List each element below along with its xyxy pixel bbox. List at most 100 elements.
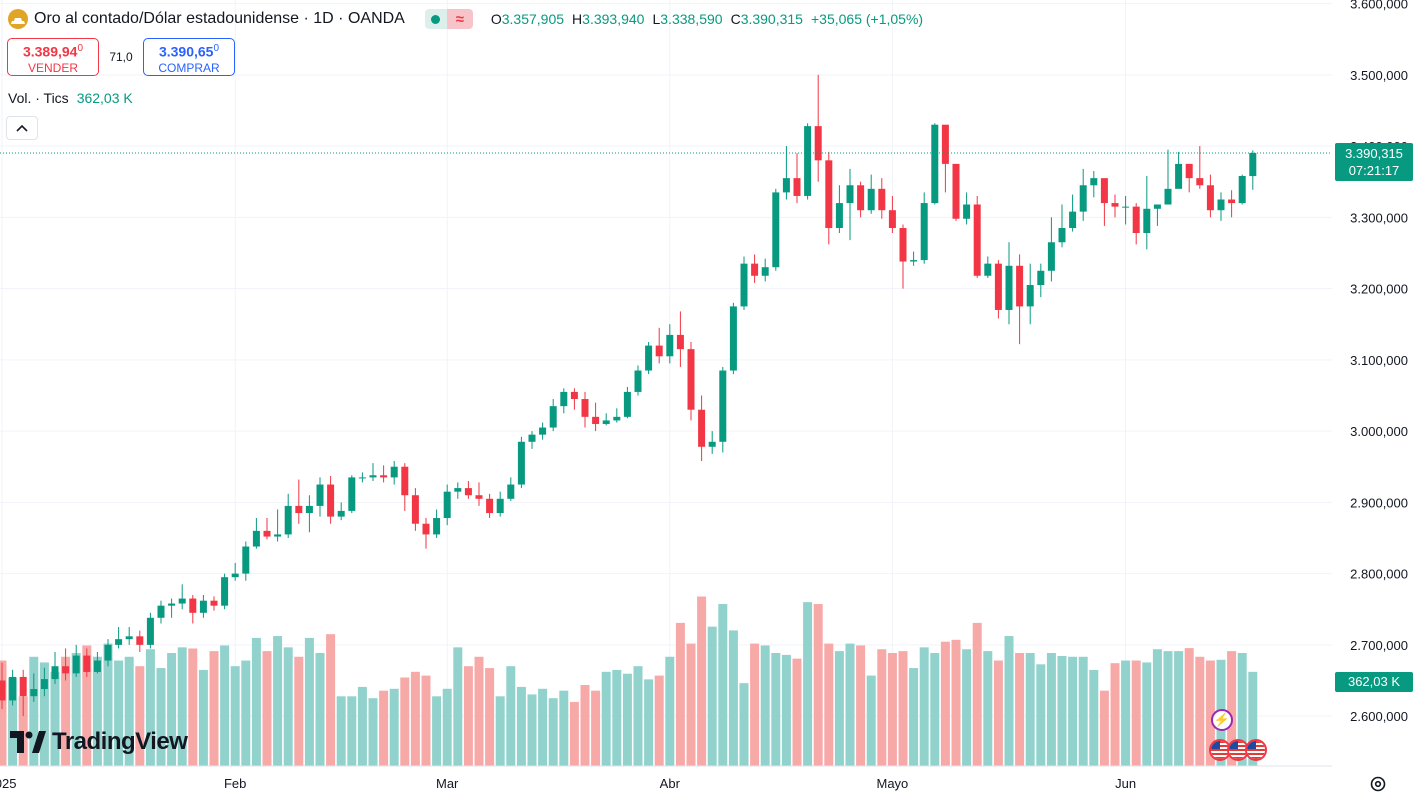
volume-bar bbox=[898, 651, 908, 766]
time-tick-label: Jun bbox=[1115, 776, 1136, 791]
volume-bars bbox=[0, 596, 1258, 766]
candle-body bbox=[687, 349, 695, 410]
sell-label: VENDER bbox=[27, 60, 78, 75]
candle-body bbox=[62, 666, 70, 674]
volume-bar bbox=[1110, 663, 1120, 766]
candle-body bbox=[189, 598, 197, 613]
volume-bar bbox=[739, 683, 749, 766]
volume-bar bbox=[1237, 653, 1247, 766]
volume-bar bbox=[548, 698, 558, 766]
candle-body bbox=[814, 126, 822, 161]
volume-bar bbox=[750, 643, 760, 766]
volume-bar bbox=[453, 647, 463, 766]
candle-body bbox=[1111, 203, 1119, 207]
candle-body bbox=[242, 546, 250, 574]
volume-legend[interactable]: Vol. · Tics 362,03 K bbox=[8, 90, 133, 106]
volume-bar bbox=[177, 647, 187, 766]
volume-bar bbox=[198, 669, 208, 766]
volume-bar bbox=[29, 656, 39, 766]
candle-body bbox=[1196, 178, 1204, 186]
buy-button[interactable]: 3.390,650 COMPRAR bbox=[143, 38, 235, 76]
volume-bar bbox=[887, 653, 897, 766]
candle-body bbox=[411, 495, 419, 524]
candle-body bbox=[496, 498, 504, 514]
candle-body bbox=[125, 636, 133, 640]
volume-bar bbox=[167, 653, 177, 766]
market-open-dot-icon[interactable] bbox=[424, 9, 447, 29]
volume-bar bbox=[675, 622, 685, 766]
volume-bar bbox=[1004, 636, 1014, 766]
volume-bar bbox=[92, 656, 102, 766]
candle-body bbox=[83, 655, 91, 672]
candle-body bbox=[1016, 265, 1024, 307]
volume-bar bbox=[506, 666, 516, 766]
candle-body bbox=[1079, 185, 1087, 212]
lightning-icon[interactable]: ⚡ bbox=[1211, 709, 1233, 731]
open-value: 3.357,905 bbox=[501, 11, 565, 27]
volume-bar bbox=[379, 690, 389, 766]
candle-body bbox=[263, 530, 271, 537]
candle-body bbox=[973, 204, 981, 276]
symbol-title[interactable]: Oro al contado/Dólar estadounidense · 1D… bbox=[34, 10, 405, 27]
candle-body bbox=[30, 689, 38, 697]
volume-bar bbox=[410, 671, 420, 766]
volume-bar bbox=[1015, 653, 1025, 766]
candle-body bbox=[199, 600, 207, 613]
time-tick-label: Mar bbox=[436, 776, 459, 791]
volume-bar bbox=[538, 688, 548, 766]
candle-body bbox=[115, 639, 123, 645]
price-tick-label: 3.500,000 bbox=[1350, 68, 1408, 83]
volume-bar bbox=[283, 647, 293, 766]
volume-bar bbox=[1227, 651, 1237, 766]
candle-body bbox=[9, 676, 17, 701]
buy-price: 3.390,65 bbox=[158, 43, 214, 60]
volume-bar bbox=[707, 626, 717, 766]
volume-bar bbox=[824, 643, 834, 766]
volume-bar bbox=[1036, 664, 1046, 766]
price-tick-label: 3.600,000 bbox=[1350, 0, 1408, 12]
collapse-legend-button[interactable] bbox=[6, 116, 38, 140]
market-status-pill[interactable]: ≈ bbox=[424, 9, 473, 29]
volume-bar bbox=[633, 666, 643, 766]
volume-bar bbox=[771, 653, 781, 766]
us-flag-icon[interactable] bbox=[1245, 739, 1267, 761]
candle-body bbox=[857, 185, 865, 211]
chart-settings-gear-icon[interactable] bbox=[1367, 773, 1389, 795]
candle-body bbox=[719, 370, 727, 442]
candle-body bbox=[390, 466, 398, 478]
ohlc-values: O3.357,905 H3.393,940 L3.338,590 C3.390,… bbox=[491, 11, 923, 27]
candle-body bbox=[549, 406, 557, 428]
candle-body bbox=[274, 534, 282, 537]
tradingview-logo[interactable]: TradingView bbox=[10, 728, 188, 756]
candle-body bbox=[1206, 185, 1214, 211]
candle-body bbox=[1185, 163, 1193, 179]
volume-bar bbox=[940, 641, 950, 766]
volume-bar bbox=[919, 647, 929, 766]
candle-body bbox=[316, 484, 324, 506]
tradingview-logo-text: TradingView bbox=[52, 728, 188, 755]
status-wave-icon[interactable]: ≈ bbox=[446, 9, 473, 29]
candle-body bbox=[761, 267, 769, 276]
volume-bar bbox=[156, 668, 166, 766]
candle-body bbox=[570, 391, 578, 400]
time-tick-label: Feb bbox=[224, 776, 246, 791]
sell-button[interactable]: 3.389,940 VENDER bbox=[7, 38, 99, 76]
volume-bar bbox=[1142, 662, 1152, 766]
time-tick-label: Mayo bbox=[877, 776, 909, 791]
volume-bar bbox=[1131, 660, 1141, 766]
candle-body bbox=[454, 488, 462, 492]
volume-bar bbox=[930, 653, 940, 766]
volume-bar bbox=[993, 660, 1003, 766]
candle-body bbox=[560, 391, 568, 407]
candle-body bbox=[517, 441, 525, 485]
candle-body bbox=[825, 160, 833, 229]
candle-body bbox=[910, 260, 918, 262]
volume-bar bbox=[0, 660, 7, 766]
volume-bar bbox=[962, 649, 972, 766]
volume-bar bbox=[39, 662, 49, 766]
volume-bar bbox=[432, 696, 442, 766]
candle-body bbox=[93, 660, 101, 672]
volume-bar bbox=[474, 656, 484, 766]
volume-bar bbox=[559, 690, 569, 766]
